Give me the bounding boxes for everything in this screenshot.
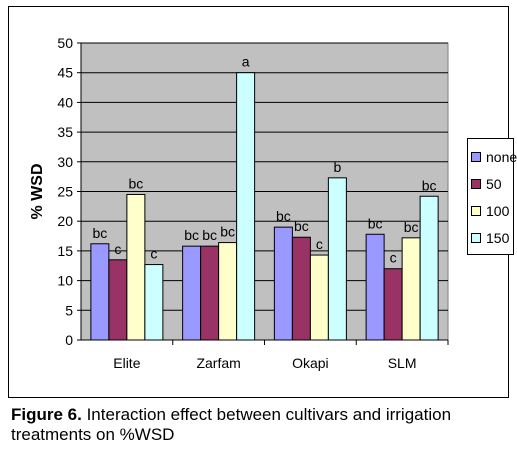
data-label: c: [316, 236, 323, 252]
bar: [419, 195, 439, 341]
bar: [327, 177, 347, 341]
data-label: bc: [202, 227, 217, 243]
legend-label: none: [486, 148, 517, 165]
data-label: c: [114, 241, 121, 257]
bar: [236, 72, 256, 341]
data-label: bc: [368, 215, 383, 231]
x-tick-label: SLM: [388, 355, 417, 371]
bar: [126, 193, 146, 341]
chart-frame: 0 5 10 15 20 25 30 35 40 45 50% WSD Elite bc c bc c Zarf…: [8, 6, 517, 398]
bar: [401, 237, 421, 341]
data-label: bc: [294, 218, 309, 234]
legend-swatch: [471, 232, 481, 243]
legend-item: 100: [471, 197, 513, 224]
x-tick-label: Okapi: [292, 355, 329, 371]
caption-text: Interaction effect between cultivars and…: [11, 405, 452, 444]
legend: none 50 100 150: [467, 138, 517, 255]
data-label: a: [242, 54, 250, 70]
figure-caption: Figure 6. Interaction effect between cul…: [11, 405, 511, 445]
x-tick-label: Elite: [113, 355, 140, 371]
y-tick-label: 25: [57, 184, 73, 200]
y-tick-label: 35: [57, 124, 73, 140]
legend-swatch: [471, 205, 481, 216]
data-label: bc: [276, 208, 291, 224]
data-label: b: [333, 159, 341, 175]
data-label: c: [390, 250, 397, 266]
legend-swatch: [471, 151, 481, 162]
data-label: bc: [184, 227, 199, 243]
data-label: bc: [422, 177, 437, 193]
data-label: bc: [220, 224, 235, 240]
y-tick-label: 30: [57, 154, 73, 170]
bar: [291, 236, 311, 341]
data-label: bc: [404, 219, 419, 235]
bar: [182, 245, 202, 341]
y-tick-label: 50: [57, 35, 73, 51]
bar: [108, 259, 128, 341]
bar: [200, 245, 220, 341]
legend-label: 100: [486, 202, 510, 219]
bar: [218, 242, 238, 341]
y-tick-label: 5: [65, 302, 73, 318]
y-tick-label: 20: [57, 213, 73, 229]
y-axis-label: % WSD: [29, 164, 46, 220]
data-label: bc: [128, 175, 143, 191]
legend-item: 50: [471, 170, 513, 197]
y-tick-label: 45: [57, 65, 73, 81]
bar: [144, 264, 164, 341]
y-tick-label: 15: [57, 243, 73, 259]
legend-item: 150: [471, 224, 513, 251]
y-tick-label: 10: [57, 273, 73, 289]
bar: [383, 268, 403, 341]
bar: [273, 226, 293, 341]
bar: [365, 233, 385, 341]
legend-item: none: [471, 143, 517, 170]
data-label: bc: [92, 225, 107, 241]
y-tick-label: 40: [57, 94, 73, 110]
data-label: c: [150, 246, 157, 262]
bar: [90, 243, 110, 341]
legend-label: 150: [486, 229, 510, 246]
bar: [309, 254, 329, 341]
legend-swatch: [471, 178, 481, 189]
figure-label: Figure 6.: [11, 405, 82, 424]
y-tick-label: 0: [65, 332, 73, 348]
x-tick-label: Zarfam: [196, 355, 240, 371]
legend-label: 50: [486, 175, 502, 192]
